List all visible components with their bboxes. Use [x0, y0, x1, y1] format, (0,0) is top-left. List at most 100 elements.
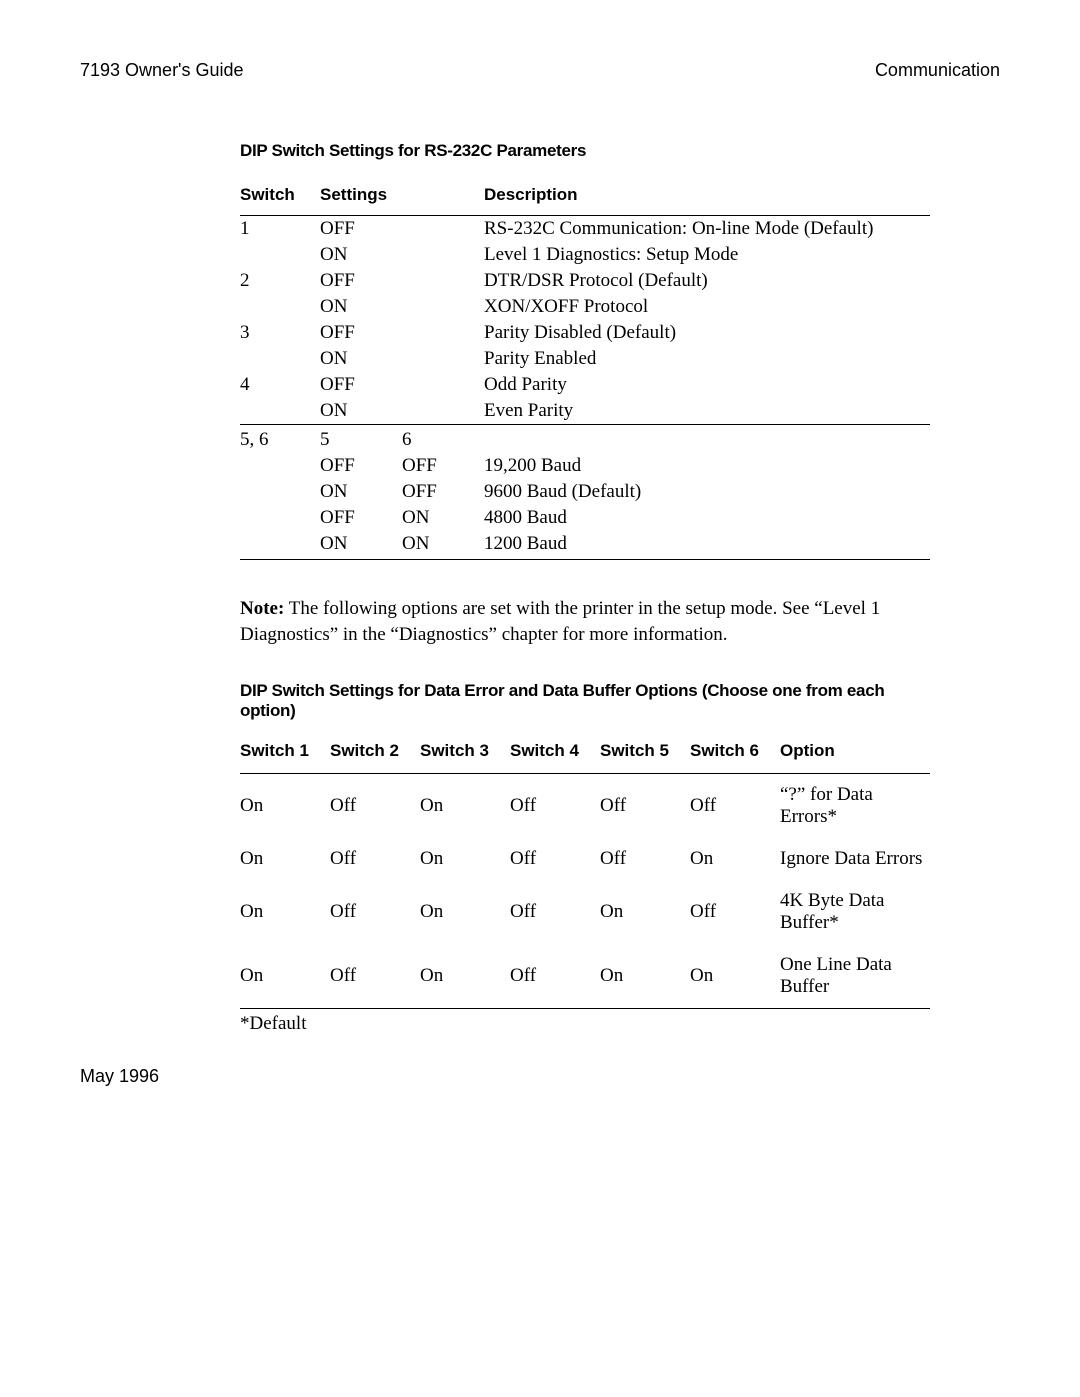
cell-switch: 1: [240, 216, 320, 243]
dip-switch-options-table: Switch 1 Switch 2 Switch 3 Switch 4 Swit…: [240, 741, 930, 1009]
note-text: The following options are set with the p…: [240, 598, 880, 645]
cell-switch-6: On: [690, 944, 780, 1009]
cell-setting-b: 6: [402, 425, 484, 454]
table-row: ON Even Parity: [240, 398, 930, 425]
cell-switch-6: Off: [690, 774, 780, 839]
table1-col-switch: Switch: [240, 185, 320, 216]
table2-col-4: Switch 4: [510, 741, 600, 774]
table-row: 2OFF DTR/DSR Protocol (Default): [240, 268, 930, 294]
table2-col-6: Switch 6: [690, 741, 780, 774]
cell-description: [484, 425, 930, 454]
cell-switch-6: On: [690, 838, 780, 880]
cell-setting-a: ON: [320, 398, 402, 425]
cell-description: Even Parity: [484, 398, 930, 425]
cell-setting-a: OFF: [320, 453, 402, 479]
table-row: OnOffOnOffOnOff4K Byte Data Buffer*: [240, 880, 930, 944]
cell-switch-4: Off: [510, 774, 600, 839]
cell-setting-b: OFF: [402, 453, 484, 479]
table-row: ON XON/XOFF Protocol: [240, 294, 930, 320]
cell-setting-b: [402, 320, 484, 346]
cell-setting-b: [402, 346, 484, 372]
cell-switch: 2: [240, 268, 320, 294]
cell-description: 19,200 Baud: [484, 453, 930, 479]
cell-description: DTR/DSR Protocol (Default): [484, 268, 930, 294]
cell-switch: 4: [240, 372, 320, 398]
table2-caption: DIP Switch Settings for Data Error and D…: [240, 681, 930, 721]
cell-setting-a: ON: [320, 242, 402, 268]
cell-switch: [240, 479, 320, 505]
cell-setting-a: 5: [320, 425, 402, 454]
cell-switch: [240, 242, 320, 268]
cell-setting-b: ON: [402, 531, 484, 560]
cell-switch-3: On: [420, 880, 510, 944]
header-left: 7193 Owner's Guide: [80, 60, 244, 81]
cell-switch-1: On: [240, 880, 330, 944]
cell-switch: [240, 505, 320, 531]
cell-setting-a: OFF: [320, 268, 402, 294]
cell-setting-b: [402, 398, 484, 425]
table-row: 3OFFParity Disabled (Default): [240, 320, 930, 346]
cell-switch-2: Off: [330, 838, 420, 880]
cell-description: XON/XOFF Protocol: [484, 294, 930, 320]
cell-switch: [240, 531, 320, 560]
cell-switch-5: Off: [600, 838, 690, 880]
cell-description: 1200 Baud: [484, 531, 930, 560]
table1-col-settings: Settings: [320, 185, 484, 216]
cell-option: One Line Data Buffer: [780, 944, 930, 1009]
cell-setting-b: [402, 268, 484, 294]
table-row: ONOFF9600 Baud (Default): [240, 479, 930, 505]
cell-setting-a: ON: [320, 346, 402, 372]
cell-switch-1: On: [240, 944, 330, 1009]
table-row: OFFOFF19,200 Baud: [240, 453, 930, 479]
cell-description: 9600 Baud (Default): [484, 479, 930, 505]
cell-setting-a: ON: [320, 531, 402, 560]
table1-col-description: Description: [484, 185, 930, 216]
table-row: OnOffOnOffOnOnOne Line Data Buffer: [240, 944, 930, 1009]
table2-col-5: Switch 5: [600, 741, 690, 774]
cell-setting-a: ON: [320, 294, 402, 320]
table2-col-1: Switch 1: [240, 741, 330, 774]
cell-switch-1: On: [240, 774, 330, 839]
cell-option: 4K Byte Data Buffer*: [780, 880, 930, 944]
cell-setting-a: OFF: [320, 216, 402, 243]
cell-option: Ignore Data Errors: [780, 838, 930, 880]
cell-switch: 3: [240, 320, 320, 346]
cell-switch-2: Off: [330, 944, 420, 1009]
table-row: ONParity Enabled: [240, 346, 930, 372]
cell-setting-a: OFF: [320, 372, 402, 398]
cell-option: “?” for Data Errors*: [780, 774, 930, 839]
cell-setting-b: [402, 294, 484, 320]
cell-switch: 5, 6: [240, 425, 320, 454]
table2-header-row: Switch 1 Switch 2 Switch 3 Switch 4 Swit…: [240, 741, 930, 774]
cell-setting-a: ON: [320, 479, 402, 505]
page: 7193 Owner's Guide Communication DIP Swi…: [0, 0, 1080, 1397]
dip-switch-rs232-table: Switch Settings Description 1OFFRS-232C …: [240, 185, 930, 560]
cell-switch-4: Off: [510, 944, 600, 1009]
cell-description: Odd Parity: [484, 372, 930, 398]
note-paragraph: Note: The following options are set with…: [240, 596, 930, 647]
cell-switch-6: Off: [690, 880, 780, 944]
header-right: Communication: [875, 60, 1000, 81]
table2-col-3: Switch 3: [420, 741, 510, 774]
table1-header-row: Switch Settings Description: [240, 185, 930, 216]
cell-description: RS-232C Communication: On-line Mode (Def…: [484, 216, 930, 243]
table2-col-option: Option: [780, 741, 930, 774]
table-row: 1OFF RS-232C Communication: On-line Mode …: [240, 216, 930, 243]
page-header: 7193 Owner's Guide Communication: [80, 60, 1000, 81]
cell-description: 4800 Baud: [484, 505, 930, 531]
table2-footnote: *Default: [240, 1009, 930, 1035]
cell-switch-4: Off: [510, 838, 600, 880]
table-row: OFFON4800 Baud: [240, 505, 930, 531]
cell-switch-3: On: [420, 774, 510, 839]
table-row: 4OFF Odd Parity: [240, 372, 930, 398]
note-label: Note:: [240, 598, 284, 619]
cell-switch-2: Off: [330, 880, 420, 944]
page-footer-date: May 1996: [80, 1066, 159, 1087]
table2-col-2: Switch 2: [330, 741, 420, 774]
cell-setting-b: [402, 216, 484, 243]
cell-switch-1: On: [240, 838, 330, 880]
cell-switch-5: Off: [600, 774, 690, 839]
table-row: OnOffOnOffOffOff“?” for Data Errors*: [240, 774, 930, 839]
cell-switch-5: On: [600, 944, 690, 1009]
cell-description: Parity Disabled (Default): [484, 320, 930, 346]
